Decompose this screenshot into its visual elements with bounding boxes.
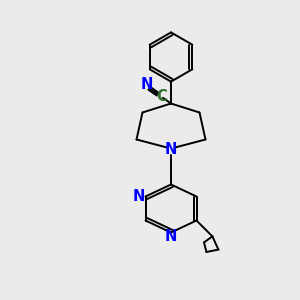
Text: C: C bbox=[156, 89, 167, 104]
Text: N: N bbox=[165, 142, 177, 158]
Text: N: N bbox=[165, 229, 177, 244]
Text: N: N bbox=[133, 189, 145, 204]
Text: N: N bbox=[140, 77, 153, 92]
